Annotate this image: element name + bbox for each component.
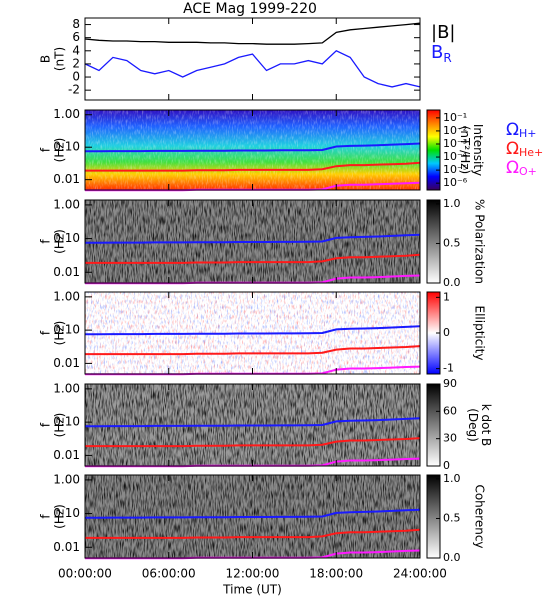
y-axis-label: (Hz) [53, 321, 67, 346]
colorbar [426, 474, 441, 559]
cyclotron-line [85, 508, 421, 519]
y-axis-label: f [39, 239, 53, 244]
y-tick-label: 1.00 [53, 381, 80, 395]
y-tick-label: 1.00 [53, 289, 80, 303]
colorbar-tick-label: 1.0 [443, 472, 461, 485]
legend-name: |B| [431, 22, 455, 43]
y-tick-label: 0.01 [53, 540, 80, 554]
y-tick-label: 2 [72, 56, 80, 70]
y-tick-label: 0.10 [53, 140, 80, 154]
cyclotron-line [85, 325, 421, 336]
legend-subscript: H+ [519, 127, 537, 140]
y-tick-label: -2 [68, 83, 80, 97]
x-axis-label: Time (UT) [222, 583, 282, 597]
plot-frame [84, 17, 421, 101]
legend-entry: ΩO+ [506, 158, 537, 178]
colorbar-tick-label: 10⁻² [443, 124, 467, 137]
colorbar-label: (nT²/Hz) [458, 126, 472, 174]
y-tick-label: 1.00 [53, 107, 80, 121]
colorbar-tick-label: 0.0 [443, 551, 461, 564]
y-tick-label: 8 [72, 17, 80, 31]
y-tick-label: 0.01 [53, 356, 80, 370]
legend-entry: ΩHe+ [506, 139, 543, 159]
cyclotron-line [85, 142, 421, 153]
cyclotron-line [85, 528, 421, 539]
legend-entry: ΩH+ [506, 120, 537, 140]
colorbar [426, 383, 441, 467]
cyclotron-line [85, 417, 421, 428]
colorbar-tick-label: 0.0 [443, 276, 461, 289]
y-axis-label: f [39, 514, 53, 519]
chart-title: ACE Mag 1999-220 [183, 1, 317, 17]
colorbar-label: k dot B [479, 404, 493, 446]
colorbar-tick-label: 30 [443, 432, 457, 445]
y-tick-label: 1.00 [53, 472, 80, 486]
y-axis-label: f [39, 330, 53, 335]
legend-name: B [431, 42, 443, 63]
legend-subscript: R [443, 51, 451, 65]
colorbar-tick-label: 10⁻³ [443, 137, 467, 150]
y-axis-label: (Hz) [53, 413, 67, 438]
colorbar [426, 109, 441, 191]
y-tick-label: 0.01 [53, 448, 80, 462]
y-axis-label: (Hz) [53, 504, 67, 529]
data-line [84, 22, 421, 45]
legend-name: Ω [506, 158, 519, 178]
x-tick-label: 18:00:00 [309, 567, 363, 581]
cyclotron-line [85, 233, 421, 244]
x-tick-label: 24:00:00 [393, 567, 447, 581]
y-tick-label: 6 [72, 30, 80, 44]
cyclotron-line [85, 437, 421, 448]
y-tick-label: 0.01 [53, 172, 80, 186]
y-tick-label: 0.10 [53, 323, 80, 337]
cyclotron-line [85, 345, 421, 356]
cyclotron-line [85, 161, 421, 172]
colorbar-tick-label: -1 [443, 362, 454, 375]
colorbar-tick-label: 60 [443, 404, 457, 417]
y-axis-label: (nT) [53, 47, 67, 71]
x-tick-label: 06:00:00 [142, 567, 196, 581]
y-axis-label: f [39, 147, 53, 152]
legend-entry: BR [431, 42, 452, 65]
y-tick-label: 0.10 [53, 231, 80, 245]
colorbar [426, 199, 441, 284]
colorbar-tick-label: 0.5 [443, 511, 461, 524]
colorbar-label: Coherency [473, 484, 487, 548]
y-axis-label: (Hz) [53, 138, 67, 163]
colorbar-label: Intensity [471, 124, 485, 176]
colorbar-tick-label: 90 [443, 377, 457, 390]
legend-subscript: O+ [519, 165, 537, 178]
legend-name: Ω [506, 139, 519, 159]
colorbar-label: (Deg) [466, 408, 480, 442]
colorbar-tick-label: 10⁻¹ [443, 111, 467, 124]
legend-subscript: He+ [519, 146, 543, 159]
y-tick-label: 0.10 [53, 506, 80, 520]
y-tick-label: 4 [72, 43, 80, 57]
legend-entry: |B| [431, 22, 455, 43]
legend-name: Ω [506, 120, 519, 140]
colorbar-tick-label: 10⁻⁶ [443, 176, 468, 189]
colorbar-tick-label: 0 [443, 459, 450, 472]
colorbar-tick-label: 0.5 [443, 236, 461, 249]
y-tick-label: 1.00 [53, 197, 80, 211]
colorbar-tick-label: 10⁻⁵ [443, 163, 467, 176]
cyclotron-line [85, 253, 421, 264]
colorbar-label: Ellipticity [473, 306, 487, 361]
x-tick-label: 00:00:00 [58, 567, 112, 581]
y-axis-label: f [39, 422, 53, 427]
colorbar-tick-label: 0 [443, 326, 450, 339]
colorbar-tick-label: 1 [443, 290, 450, 303]
colorbar-tick-label: 1.0 [443, 197, 461, 210]
x-tick-label: 12:00:00 [226, 567, 280, 581]
colorbar-label: % Polarization [473, 199, 487, 284]
colorbar-tick-label: 10⁻⁴ [443, 150, 468, 163]
y-axis-label: B [39, 55, 53, 63]
y-tick-label: 0.10 [53, 415, 80, 429]
data-line [84, 50, 421, 88]
y-tick-label: 0.01 [53, 265, 80, 279]
y-axis-label: (Hz) [53, 229, 67, 254]
y-tick-label: 0 [72, 70, 80, 84]
